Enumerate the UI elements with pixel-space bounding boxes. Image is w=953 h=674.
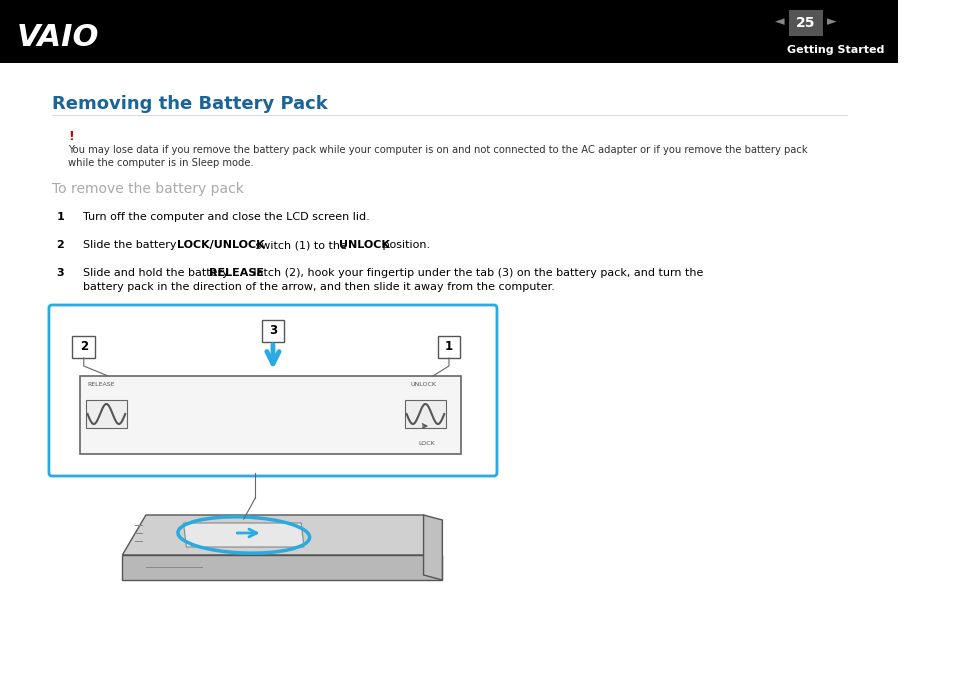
Text: switch (1) to the: switch (1) to the (252, 240, 351, 250)
Text: 3: 3 (56, 268, 64, 278)
Text: ◄: ◄ (774, 16, 783, 28)
Bar (86, 400, 127, 428)
Bar (80, 376, 460, 454)
Text: To remove the battery pack: To remove the battery pack (51, 182, 243, 196)
Text: 1: 1 (56, 212, 64, 222)
Text: VAIO: VAIO (17, 24, 99, 53)
Bar (261, 320, 284, 342)
Polygon shape (183, 523, 304, 547)
Bar (404, 400, 446, 428)
Text: 1: 1 (444, 340, 453, 353)
Text: Getting Started: Getting Started (786, 45, 883, 55)
Text: You may lose data if you remove the battery pack while your computer is on and n: You may lose data if you remove the batt… (68, 145, 806, 155)
Text: RELEASE: RELEASE (209, 268, 264, 278)
Polygon shape (122, 515, 442, 555)
Text: LOCK: LOCK (417, 441, 435, 446)
Text: Turn off the computer and close the LCD screen lid.: Turn off the computer and close the LCD … (83, 212, 369, 222)
Text: battery pack in the direction of the arrow, and then slide it away from the comp: battery pack in the direction of the arr… (83, 282, 554, 292)
Text: Slide the battery: Slide the battery (83, 240, 179, 250)
Text: LOCK/UNLOCK: LOCK/UNLOCK (176, 240, 264, 250)
Text: 3: 3 (269, 324, 276, 338)
Text: !: ! (68, 130, 73, 143)
Text: UNLOCK: UNLOCK (338, 240, 390, 250)
Text: 25: 25 (795, 16, 815, 30)
Polygon shape (122, 555, 442, 580)
Bar (72, 336, 95, 358)
Text: latch (2), hook your fingertip under the tab (3) on the battery pack, and turn t: latch (2), hook your fingertip under the… (250, 268, 703, 278)
Bar (0, 0, 897, 63)
Bar (437, 336, 459, 358)
Text: 2: 2 (80, 340, 88, 353)
Text: position.: position. (379, 240, 430, 250)
Text: Removing the Battery Pack: Removing the Battery Pack (51, 95, 327, 113)
Polygon shape (423, 515, 442, 580)
Text: Slide and hold the battery: Slide and hold the battery (83, 268, 232, 278)
Text: while the computer is in Sleep mode.: while the computer is in Sleep mode. (68, 158, 253, 168)
Text: ►: ► (826, 16, 836, 28)
FancyBboxPatch shape (49, 305, 497, 476)
Text: RELEASE: RELEASE (88, 382, 115, 387)
Text: UNLOCK: UNLOCK (410, 382, 436, 387)
Text: 2: 2 (56, 240, 64, 250)
Bar (788, 10, 821, 36)
